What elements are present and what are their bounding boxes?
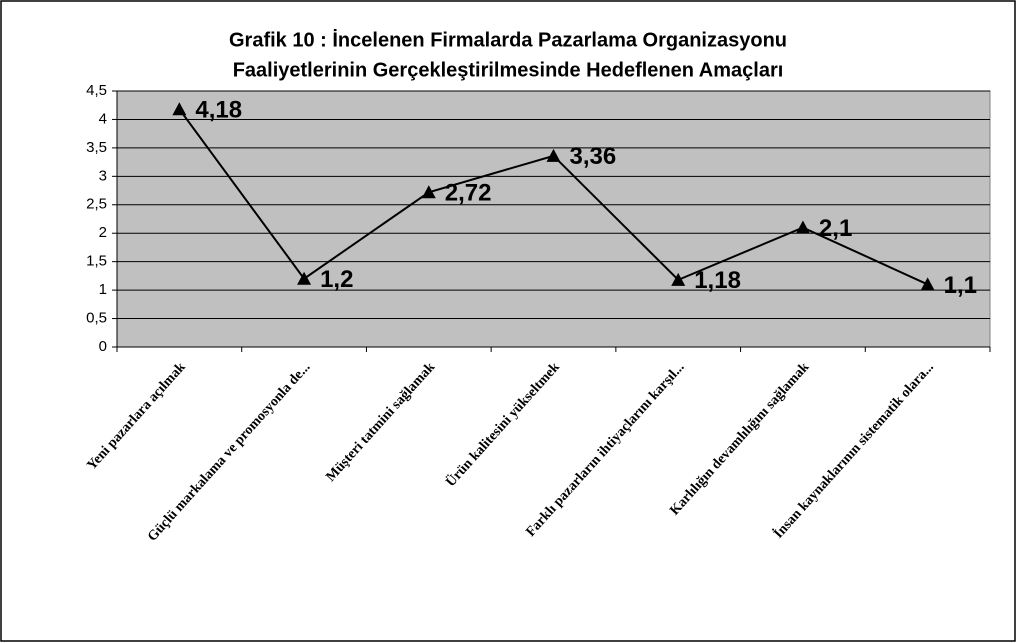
y-tick-label: 3,5	[86, 139, 107, 156]
value-label: 2,72	[445, 180, 492, 207]
y-tick-label: 0	[99, 338, 107, 355]
marker	[920, 277, 935, 291]
y-tick-label: 4	[99, 110, 107, 127]
marker	[421, 185, 436, 199]
marker	[297, 271, 312, 285]
value-label: 3,36	[570, 143, 617, 170]
chart-title: Grafik 10 : İncelenen Firmalarda Pazarla…	[229, 28, 787, 51]
y-tick-label: 1	[99, 281, 107, 298]
y-tick-label: 1,5	[86, 253, 107, 270]
value-label: 2,1	[819, 215, 852, 242]
marker	[546, 148, 561, 162]
value-label: 4,18	[195, 97, 242, 124]
value-label: 1,18	[694, 267, 741, 294]
value-label: 1,2	[320, 266, 353, 293]
y-tick-label: 4,5	[86, 82, 107, 99]
value-label: 1,1	[944, 272, 977, 299]
marker	[795, 220, 810, 234]
y-tick-label: 2	[99, 224, 107, 241]
chart-title: Faaliyetlerinin Gerçekleştirilmesinde He…	[233, 59, 784, 81]
marker	[172, 102, 187, 116]
y-tick-label: 2,5	[86, 196, 107, 213]
marker	[671, 272, 686, 286]
y-tick-label: 3	[99, 167, 107, 184]
y-tick-label: 0,5	[86, 310, 107, 327]
plot-area	[116, 90, 991, 348]
